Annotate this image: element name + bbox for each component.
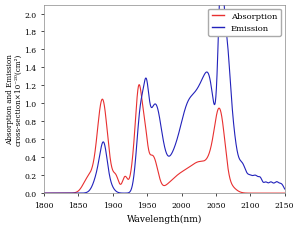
- Absorption: [222, 129, 225, 132]
- Absorption: [187, 166, 190, 169]
- Absorption: [86, 175, 89, 178]
- Absorption: [199, 160, 202, 163]
- X-axis label: Wavelength(nm): Wavelength(nm): [127, 214, 202, 224]
- Emission: [187, 100, 190, 102]
- Line: Absorption: Absorption: [44, 85, 285, 193]
- Y-axis label: Absorption and Emission
cross-section×10⁻²⁰(cm²): Absorption and Emission cross-section×10…: [6, 53, 23, 145]
- Absorption: [240, 191, 244, 194]
- Emission: [240, 161, 244, 164]
- Legend: Absorption, Emission: Absorption, Emission: [208, 10, 280, 36]
- Absorption: [137, 84, 141, 87]
- Absorption: [283, 192, 286, 195]
- Line: Emission: Emission: [44, 0, 285, 193]
- Emission: [134, 154, 138, 157]
- Emission: [86, 191, 89, 194]
- Absorption: [42, 192, 46, 195]
- Emission: [283, 188, 286, 191]
- Emission: [42, 192, 46, 195]
- Absorption: [134, 112, 138, 115]
- Emission: [199, 82, 202, 85]
